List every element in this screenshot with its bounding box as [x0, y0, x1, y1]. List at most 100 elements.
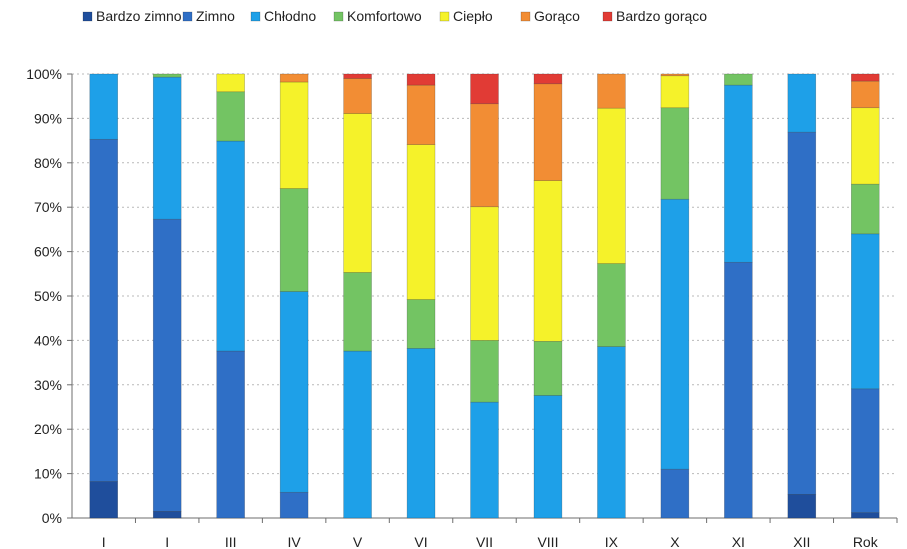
- bar-segment: [406, 73, 436, 86]
- x-tick-label: VI: [414, 534, 427, 549]
- bar-segment: [406, 84, 436, 145]
- bar-segment: [89, 73, 118, 140]
- bar-segment: [660, 107, 690, 200]
- legend-item: Bardzo gorąco: [602, 8, 707, 24]
- legend: Bardzo zimno Zimno Chłodno Komfortowo Ciepło…: [82, 8, 707, 24]
- y-tick-label: 20%: [34, 421, 62, 437]
- bar-segment: [406, 299, 436, 349]
- bar-segment: [533, 83, 563, 181]
- x-tick-label: IX: [605, 534, 619, 549]
- x-tick-label: I: [165, 534, 169, 549]
- bar-segment: [724, 84, 753, 263]
- bar-segment: [787, 131, 817, 495]
- bar-segment: [216, 350, 245, 519]
- y-tick-label: 40%: [34, 332, 62, 348]
- bar-segment: [470, 103, 499, 208]
- legend-label: Zimno: [196, 8, 235, 24]
- legend-label: Bardzo gorąco: [616, 8, 707, 24]
- legend-item: Gorąco: [520, 8, 580, 24]
- legend-swatch: [439, 11, 450, 22]
- y-tick-label: 70%: [34, 199, 62, 215]
- bar-segment: [787, 73, 817, 133]
- bar-segment: [152, 73, 182, 78]
- y-tick-label: 90%: [34, 110, 62, 126]
- legend-label: Gorąco: [534, 8, 580, 24]
- bar-segment: [343, 73, 372, 79]
- legend-swatch: [520, 11, 531, 22]
- bar-segment: [851, 183, 880, 235]
- y-tick-label: 100%: [26, 66, 62, 82]
- bar-segment: [851, 388, 880, 513]
- legend-label: Komfortowo: [347, 8, 422, 24]
- bar-segment: [470, 401, 499, 519]
- bar-segment: [660, 468, 690, 519]
- y-tick-label: 10%: [34, 466, 62, 482]
- x-tick-label: VII: [476, 534, 493, 549]
- bar-segment: [343, 272, 372, 352]
- x-tick-label: XI: [732, 534, 745, 549]
- bar-segment: [279, 81, 309, 189]
- bar-segment: [597, 346, 626, 519]
- legend-swatch: [602, 11, 613, 22]
- legend-item: Chłodno: [250, 8, 316, 24]
- bar-segment: [470, 206, 499, 341]
- bar-segment: [851, 80, 880, 109]
- legend-swatch: [333, 11, 344, 22]
- bar-segment: [533, 180, 563, 342]
- bar-segment: [89, 138, 118, 482]
- bar-segment: [216, 140, 245, 352]
- y-tick-label: 60%: [34, 244, 62, 260]
- bar-segment: [152, 76, 182, 220]
- bar-series-group: [89, 73, 880, 519]
- legend-label: Chłodno: [264, 8, 316, 24]
- bar-segment: [787, 494, 817, 519]
- bar-segment: [279, 73, 309, 83]
- bar-segment: [343, 350, 372, 519]
- legend-swatch: [182, 11, 193, 22]
- bar-segment: [152, 218, 182, 512]
- legend-item: Bardzo zimno: [82, 8, 182, 24]
- bar-segment: [470, 73, 499, 105]
- bar-segment: [660, 198, 690, 470]
- legend-label: Ciepło: [453, 8, 493, 24]
- bar-segment: [597, 107, 626, 264]
- y-axis-ticks: 0% 10% 20% 30% 40% 50% 60% 70% 80% 90% 100%: [26, 66, 72, 526]
- x-tick-label: III: [225, 534, 237, 549]
- legend-label: Bardzo zimno: [96, 8, 182, 24]
- bar-segment: [533, 73, 563, 85]
- bar-segment: [851, 107, 880, 185]
- y-tick-label: 30%: [34, 377, 62, 393]
- y-tick-label: 50%: [34, 288, 62, 304]
- bar-segment: [660, 73, 690, 77]
- x-tick-label: I: [102, 534, 106, 549]
- y-tick-label: 80%: [34, 155, 62, 171]
- bar-segment: [279, 491, 309, 519]
- bar-segment: [851, 73, 880, 82]
- bar-segment: [851, 233, 880, 390]
- y-tick-label: 0%: [42, 510, 62, 526]
- bar-segment: [533, 395, 563, 519]
- bar-segment: [343, 113, 372, 273]
- legend-item: Ciepło: [439, 8, 493, 24]
- bar-segment: [470, 340, 499, 403]
- bar-segment: [343, 78, 372, 114]
- legend-swatch: [82, 11, 93, 22]
- bar-segment: [406, 348, 436, 519]
- x-tick-label: XII: [793, 534, 810, 549]
- bar-segment: [279, 188, 309, 292]
- legend-item: Zimno: [182, 8, 235, 24]
- x-tick-label: VIII: [537, 534, 558, 549]
- bar-segment: [597, 263, 626, 347]
- legend-item: Komfortowo: [333, 8, 422, 24]
- x-tick-label: V: [353, 534, 363, 549]
- bar-segment: [89, 481, 118, 519]
- bar-segment: [279, 291, 309, 493]
- x-tick-label: Rok: [853, 534, 879, 549]
- bar-segment: [406, 144, 436, 300]
- bar-segment: [724, 73, 753, 86]
- bar-segment: [216, 91, 245, 142]
- x-tick-label: IV: [287, 534, 301, 549]
- bar-segment: [533, 340, 563, 396]
